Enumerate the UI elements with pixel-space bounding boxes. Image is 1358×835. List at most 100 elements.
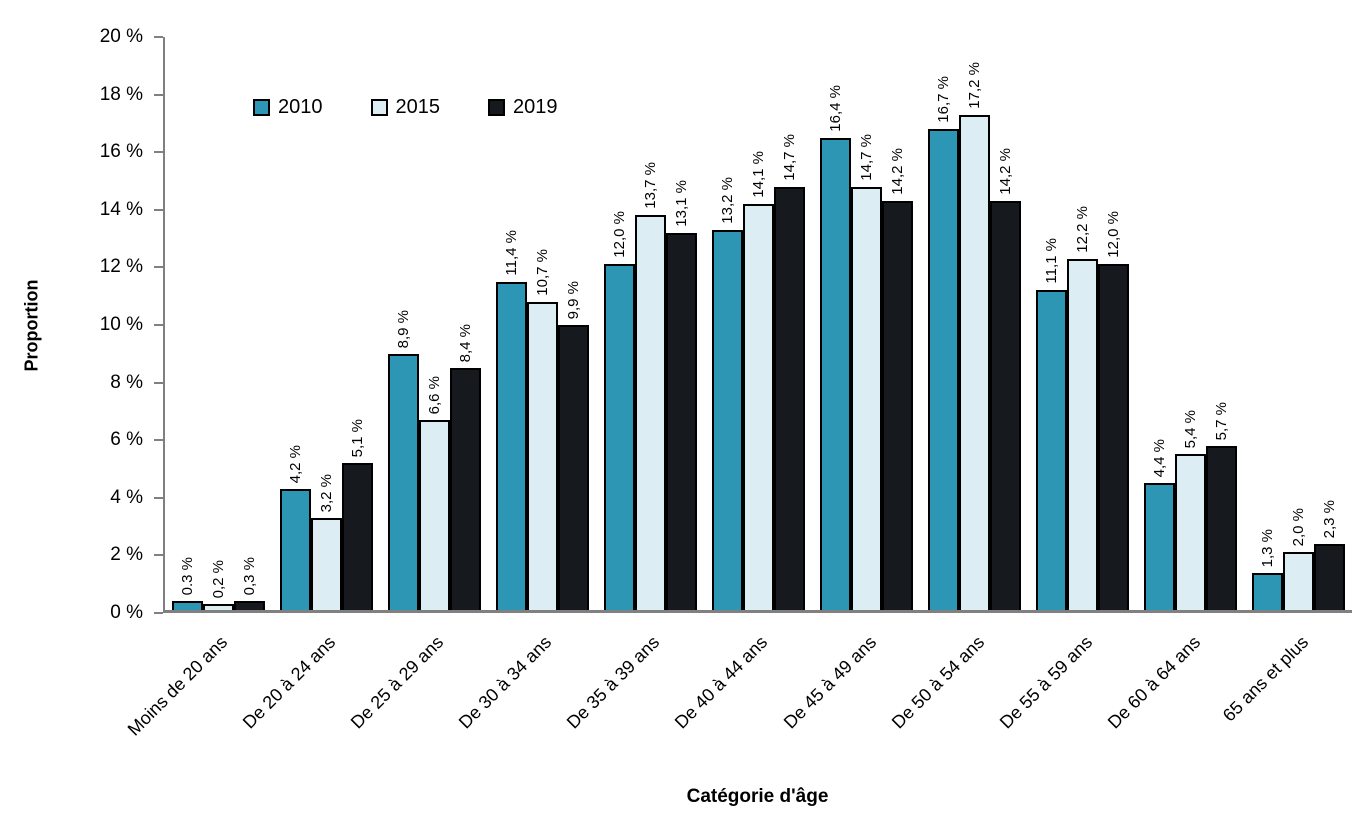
y-axis: 0 % 2 % 4 % 6 % 8 % 10 % 12 % 14 % 16 % 18 % 20 % — [0, 26, 163, 623]
bar-cell: 5,4 % — [1174, 37, 1206, 610]
legend-label: 2010 — [278, 96, 323, 118]
bar-value-label: 11,1 % — [1042, 238, 1060, 284]
legend-label: 2015 — [395, 96, 441, 118]
bar-value-label: 0,2 % — [210, 559, 228, 598]
bar-group: 1,3 % 2,0 % 2,3 % — [1244, 37, 1352, 610]
y-tick-mark — [154, 439, 163, 442]
bar-value-label: 12,0 % — [1104, 211, 1122, 258]
bar-cell: 11,4 % — [496, 37, 528, 610]
bar-2019 — [342, 463, 374, 610]
bar-value-label: 4,4 % — [1150, 438, 1168, 477]
bar-value-label: 14,2 % — [888, 148, 906, 195]
x-label-cell: 65 ans et plus — [1219, 618, 1352, 778]
bar-2019 — [881, 201, 913, 610]
bar-value-label: 1,3 % — [1258, 528, 1276, 567]
bar-2019 — [450, 368, 482, 610]
bar-cell: 1,3 % — [1251, 37, 1283, 610]
y-tick-mark — [154, 554, 163, 557]
bar-2010 — [1143, 483, 1175, 610]
bar-2019 — [773, 187, 805, 610]
bar-cell: 14,7 % — [850, 37, 882, 610]
bar-value-label: 5,4 % — [1181, 409, 1199, 448]
y-tick-label: 12 % — [99, 256, 143, 278]
bar-cell: 9,9 % — [558, 37, 590, 610]
y-tick-label: 18 % — [99, 83, 143, 105]
x-label-cell: De 55 à 59 ans — [995, 618, 1136, 778]
bar-2015 — [419, 420, 451, 610]
bar-value-label: 13,7 % — [642, 162, 660, 209]
bar-2010 — [1035, 290, 1067, 610]
bar-value-label: 13,1 % — [673, 180, 691, 227]
y-tick-label: 4 % — [110, 486, 143, 508]
bar-value-label: 0.3 % — [179, 556, 197, 595]
bar-2010 — [819, 138, 851, 610]
bar-cell: 11,1 % — [1035, 37, 1067, 610]
x-label-cell: De 50 à 54 ans — [887, 618, 1028, 778]
bar-2015 — [742, 204, 774, 610]
bar-cell: 8,4 % — [450, 37, 482, 610]
bar-cell: 4,4 % — [1143, 37, 1175, 610]
bar-value-label: 5,7 % — [1212, 401, 1230, 440]
bar-group: 8,9 % 6,6 % 8,4 % — [381, 37, 489, 610]
bar-cell: 8,9 % — [388, 37, 420, 610]
bar-2015 — [850, 187, 882, 610]
bar-group: 0.3 % 0,2 % 0,3 % — [165, 37, 273, 610]
y-tick-mark — [154, 266, 163, 269]
bar-cell: 5,7 % — [1205, 37, 1237, 610]
bar-2015 — [1174, 454, 1206, 610]
bar-2010 — [711, 230, 743, 610]
bar-value-label: 5,1 % — [349, 418, 367, 457]
bar-cell: 0,3 % — [234, 37, 266, 610]
bar-2015 — [203, 604, 235, 610]
bar-value-label: 12,2 % — [1073, 206, 1091, 253]
bar-group: 11,1 % 12,2 % 12,0 % — [1028, 37, 1136, 610]
y-tick-label: 8 % — [110, 371, 143, 393]
bar-value-label: 14,7 % — [857, 134, 875, 181]
x-label-cell: De 25 à 29 ans — [347, 618, 487, 778]
y-tick-mark — [154, 208, 163, 211]
bar-2019 — [989, 201, 1021, 610]
bar-cell: 14,7 % — [773, 37, 805, 610]
legend-swatch-icon — [488, 99, 505, 116]
bar-value-label: 0,3 % — [241, 556, 259, 595]
bar-cell: 4,2 % — [280, 37, 312, 610]
y-tick-mark — [154, 151, 163, 154]
bar-2015 — [527, 302, 559, 610]
bar-2010 — [280, 489, 312, 610]
y-tick-label: 2 % — [110, 544, 143, 566]
bar-2019 — [666, 233, 698, 610]
bar-cell: 13,1 % — [666, 37, 698, 610]
x-tick-label: Moins de 20 ans — [123, 632, 232, 740]
bar-2010 — [1251, 573, 1283, 610]
x-label-cell: De 45 à 49 ans — [779, 618, 920, 778]
bar-cell: 2,0 % — [1282, 37, 1314, 610]
bar-2010 — [604, 264, 636, 610]
bar-cell: 17,2 % — [958, 37, 990, 610]
y-tick-mark — [154, 612, 163, 614]
bar-cell: 14,1 % — [742, 37, 774, 610]
y-tick-mark — [154, 496, 163, 499]
x-label-cell: Moins de 20 ans — [124, 618, 271, 778]
x-label-cell: De 60 à 64 ans — [1104, 618, 1244, 778]
y-tick-label: 16 % — [99, 141, 143, 163]
y-tick-mark — [154, 93, 163, 96]
bar-value-label: 3,2 % — [318, 473, 336, 512]
y-tick-mark — [154, 324, 163, 326]
x-label-cell: De 20 à 24 ans — [239, 618, 379, 778]
bar-cell: 3,2 % — [311, 37, 343, 610]
bar-value-label: 9,9 % — [565, 280, 583, 319]
bar-value-label: 8,4 % — [457, 323, 475, 362]
bar-cell: 6,6 % — [419, 37, 451, 610]
bar-group: 12,0 % 13,7 % 13,1 % — [597, 37, 705, 610]
bar-2015 — [1282, 552, 1314, 610]
y-tick-label: 0 % — [110, 602, 143, 623]
bar-2019 — [1205, 446, 1237, 610]
bar-value-label: 11,4 % — [503, 230, 521, 276]
bar-value-label: 14,7 % — [780, 134, 798, 181]
bar-value-label: 14,1 % — [749, 151, 767, 198]
bar-2010 — [927, 129, 959, 610]
bar-group: 16,4 % 14,7 % 14,2 % — [812, 37, 920, 610]
bar-value-label: 6,6 % — [426, 375, 444, 414]
bar-value-label: 2,3 % — [1320, 499, 1338, 538]
